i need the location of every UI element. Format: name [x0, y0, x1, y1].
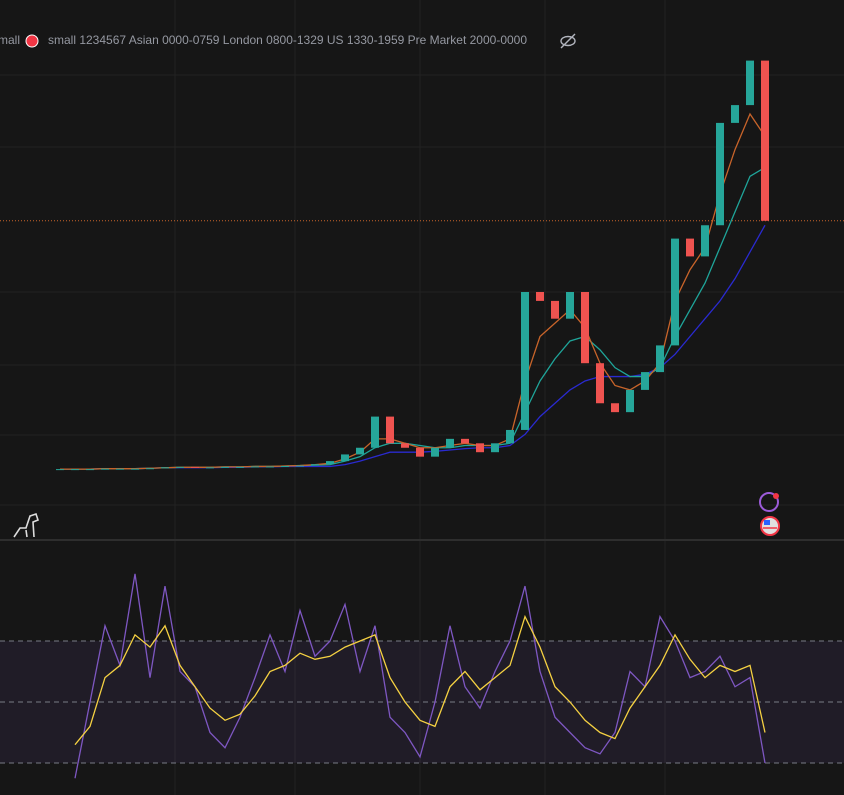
candle	[506, 429, 514, 444]
candle	[401, 443, 409, 448]
candle	[146, 468, 154, 470]
logo	[13, 512, 39, 538]
candle	[386, 416, 394, 444]
candle	[71, 469, 79, 471]
candle	[191, 466, 199, 468]
hide-icon[interactable]	[560, 33, 576, 49]
candle	[56, 469, 64, 471]
candle	[356, 447, 364, 455]
candle	[596, 363, 604, 404]
candle	[101, 468, 109, 470]
legend-dot[interactable]	[25, 34, 39, 48]
candle	[551, 300, 559, 319]
candle	[266, 466, 274, 468]
legend-text: small 1234567 Asian 0000-0759 London 080…	[48, 33, 527, 47]
legend-prefix: mall	[0, 33, 20, 47]
rsi-ma	[74, 614, 766, 746]
candle	[431, 447, 439, 457]
candle	[611, 403, 619, 413]
candle	[641, 372, 649, 390]
event-icon[interactable]	[759, 492, 779, 512]
candle	[341, 454, 349, 462]
candle	[131, 468, 139, 470]
candle	[176, 466, 184, 468]
candle	[371, 416, 379, 448]
candle	[116, 468, 124, 470]
candle	[281, 465, 289, 467]
candle	[461, 438, 469, 444]
candle	[311, 464, 319, 466]
candle	[536, 292, 544, 301]
candle	[86, 469, 94, 471]
candle	[746, 60, 754, 106]
candle	[416, 447, 424, 457]
candle	[671, 238, 679, 346]
candle	[446, 438, 454, 448]
candle	[686, 238, 694, 257]
candle	[581, 292, 589, 364]
candle	[716, 122, 724, 226]
candle	[491, 443, 499, 453]
candle	[761, 60, 769, 221]
candle	[296, 465, 304, 467]
candle	[221, 466, 229, 468]
candle	[566, 292, 574, 319]
candle	[626, 389, 634, 413]
candle	[521, 292, 529, 430]
candle	[206, 467, 214, 469]
candle	[251, 466, 259, 468]
candle	[731, 105, 739, 123]
candle	[476, 443, 484, 453]
candle	[701, 225, 709, 257]
candle	[326, 461, 334, 465]
candle	[236, 466, 244, 468]
rsi-line	[74, 573, 766, 779]
flag-icon[interactable]	[760, 516, 780, 536]
candle	[656, 345, 664, 373]
candle	[161, 467, 169, 469]
